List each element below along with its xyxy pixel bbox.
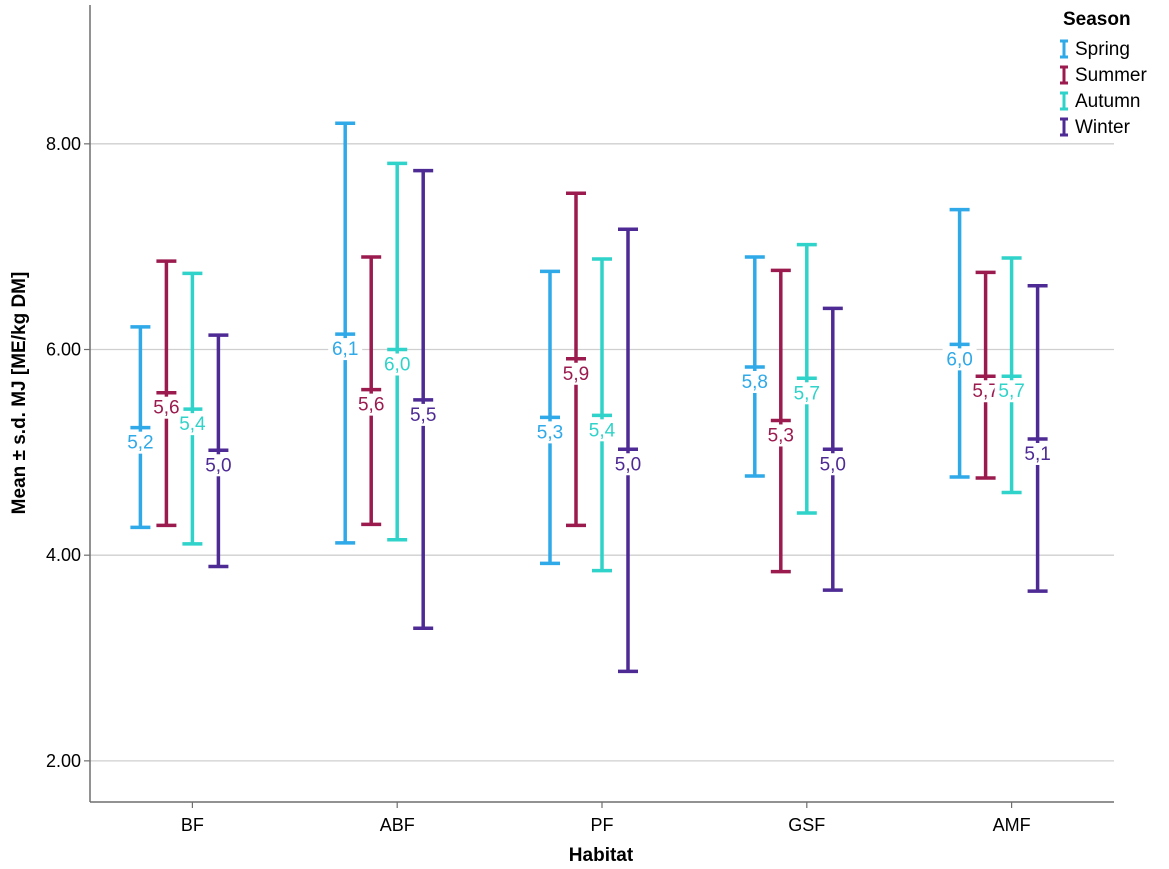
mean-label: 5,0 [615, 454, 641, 475]
legend-title: Season [1063, 9, 1131, 30]
mean-label: 5,7 [794, 383, 820, 404]
error-bar-winter-bf [208, 333, 229, 569]
x-tick-labels: BF ABF PF GSF AMF [181, 802, 1031, 835]
error-bar-winter-amf [1027, 283, 1048, 593]
error-bar-winter-pf [618, 227, 638, 674]
error-bar-spring-bf [130, 325, 151, 530]
mean-label-bg [175, 413, 210, 436]
mean-label: 5,1 [1024, 444, 1050, 465]
error-bars [130, 121, 1048, 674]
mean-label-bg [942, 348, 977, 371]
mean-label-bg [123, 431, 158, 454]
mean-labels: 5,26,15,35,86,05,6 5,65,95,35,75,46,05,45… [123, 338, 1055, 477]
mean-label: 5,2 [127, 433, 153, 454]
mean-label: 5,4 [589, 420, 616, 441]
error-bar-spring-gsf [744, 255, 765, 478]
error-bar-spring-amf [949, 207, 970, 479]
error-bar-autumn-amf [1001, 256, 1022, 495]
x-tick-label: PF [590, 815, 613, 835]
legend-label: Summer [1075, 65, 1147, 86]
legend-label: Winter [1075, 117, 1131, 138]
error-bar-summer-pf [566, 191, 586, 528]
error-bar-winter-gsf [822, 306, 843, 592]
mean-label: 5,3 [537, 422, 563, 443]
error-bar-summer-amf [975, 270, 996, 480]
mean-label-bg [380, 353, 415, 376]
mean-label-bg [1020, 442, 1055, 465]
mean-label-bg [789, 382, 824, 405]
legend-label: Spring [1075, 39, 1130, 60]
x-tick-label: BF [181, 815, 204, 835]
legend: Season Spring Summer Autumn Winter [1060, 9, 1147, 138]
mean-label: 5,3 [768, 425, 794, 446]
x-axis-title: Habitat [569, 845, 634, 866]
mean-label: 5,0 [205, 455, 231, 476]
mean-label: 6,0 [384, 355, 410, 376]
x-tick-label: GSF [788, 815, 825, 835]
y-tick-label: 4.00 [46, 545, 81, 565]
y-tick-label: 8.00 [46, 134, 81, 154]
mean-label-bg [328, 338, 363, 361]
mean-label: 5,0 [820, 454, 846, 475]
mean-label-bg [611, 453, 645, 476]
mean-label-bg [559, 362, 593, 385]
legend-item-autumn: Autumn [1060, 91, 1140, 112]
error-bar-spring-pf [540, 269, 560, 566]
error-bar-autumn-gsf [796, 242, 817, 515]
legend-label: Autumn [1075, 91, 1140, 112]
mean-label-bg [533, 421, 567, 444]
mean-label: 5,9 [563, 364, 589, 385]
mean-label: 5,5 [410, 405, 436, 426]
mean-label-bg [585, 419, 619, 442]
x-tick-label: ABF [380, 815, 415, 835]
error-bar-summer-gsf [770, 268, 791, 574]
error-bar-winter-abf [413, 168, 434, 630]
mean-label-bg [968, 380, 1003, 403]
mean-label: 6,1 [332, 339, 358, 360]
mean-label-bg [149, 396, 184, 419]
mean-label-bg [737, 370, 772, 393]
error-bar-autumn-pf [592, 257, 612, 573]
mean-label: 5,4 [179, 414, 206, 435]
mean-label: 5,6 [153, 398, 179, 419]
error-bar-summer-bf [156, 259, 177, 528]
mean-label-bg [763, 424, 798, 447]
legend-item-winter: Winter [1060, 117, 1131, 138]
legend-item-spring: Spring [1060, 39, 1130, 60]
mean-label: 5,8 [742, 372, 768, 393]
y-tick-label: 2.00 [46, 751, 81, 771]
mean-label: 6,0 [946, 349, 972, 370]
mean-label: 5,7 [972, 381, 998, 402]
mean-label-bg [354, 393, 389, 416]
error-bar-autumn-abf [387, 161, 408, 542]
error-bar-spring-abf [335, 121, 356, 545]
x-tick-label: AMF [993, 815, 1031, 835]
error-bar-autumn-bf [182, 271, 203, 546]
y-tick-labels: 2.00 4.00 6.00 8.00 [46, 134, 90, 771]
mean-label-bg [406, 403, 441, 426]
mean-label-bg [994, 380, 1029, 403]
mean-label-bg [201, 454, 236, 477]
mean-label: 5,7 [998, 381, 1024, 402]
legend-item-summer: Summer [1060, 65, 1147, 86]
mean-label-bg [815, 453, 850, 476]
error-bar-summer-abf [361, 255, 382, 527]
mean-label: 5,6 [358, 395, 384, 416]
y-tick-label: 6.00 [46, 340, 81, 360]
y-axis-title: Mean ± s.d. MJ [ME/kg DM] [9, 272, 30, 515]
